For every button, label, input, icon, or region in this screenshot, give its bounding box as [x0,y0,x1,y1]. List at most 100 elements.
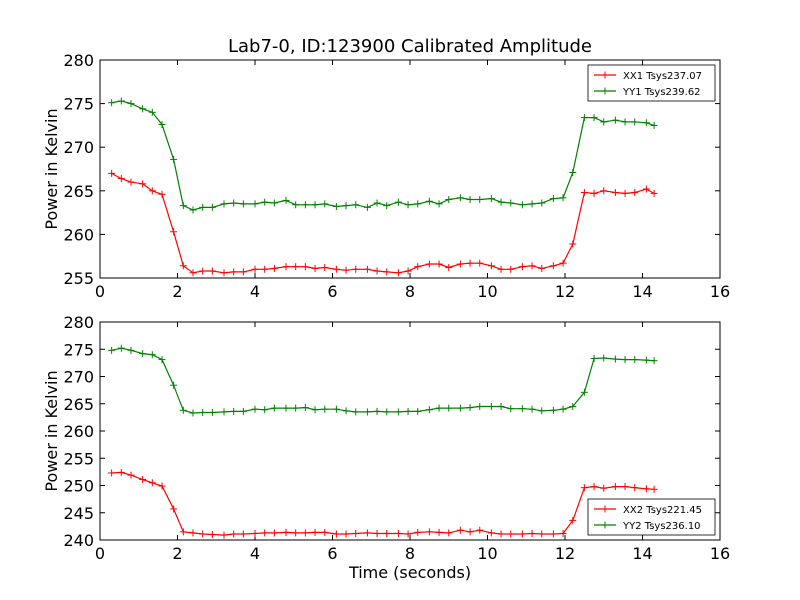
data-point [108,469,116,477]
legend: XX1 Tsys237.07 YY1 Tsys239.62 [587,64,716,102]
data-point [559,405,567,413]
data-point [199,530,207,538]
data-point [507,199,515,207]
y-tick-label: 270 [63,368,94,387]
data-point [321,405,329,413]
data-point [650,189,658,197]
data-point [538,199,546,207]
data-point [261,265,269,273]
data-point [569,240,577,248]
data-point [148,187,156,195]
data-point [590,114,598,122]
data-point [342,202,350,210]
data-point [600,354,608,362]
data-point [170,155,178,163]
data-point [383,408,391,416]
legend-box [587,64,716,102]
data-point [332,265,340,273]
data-point [456,526,464,534]
data-point [158,121,166,129]
data-point [445,196,453,204]
data-point [158,482,166,490]
data-point [363,265,371,273]
data-point [538,407,546,415]
data-point [631,356,639,364]
data-point [466,528,474,536]
legend-label: YY2 Tsys236.10 [622,521,701,532]
data-point [373,267,381,275]
data-point [332,530,340,538]
data-point [497,198,505,206]
data-point [117,344,125,352]
data-point [282,263,290,271]
data-point [189,206,197,214]
data-point [301,529,309,537]
data-point [569,168,577,176]
data-point [435,260,443,268]
y-tick-label: 275 [63,95,94,114]
x-tick-label: 10 [477,282,497,301]
data-point [179,528,187,536]
data-point [435,404,443,412]
data-point [208,203,216,211]
data-point [394,198,402,206]
data-point [549,262,557,270]
data-point [487,195,495,203]
x-tick-label: 14 [632,282,652,301]
data-point [208,531,216,539]
data-point [139,350,147,358]
data-point [435,200,443,208]
y-tick-label: 270 [63,138,94,157]
data-point [600,118,608,126]
data-point [199,408,207,416]
data-point [611,116,619,124]
data-point [170,381,178,389]
data-point [117,175,125,183]
data-point [425,406,433,414]
data-point [538,264,546,272]
data-point [590,483,598,491]
data-point [404,267,412,275]
data-point [230,199,238,207]
x-tick-label: 8 [405,544,415,563]
data-point [189,529,197,537]
data-point [321,264,329,272]
data-point [414,528,422,536]
data-point [580,114,588,122]
y-tick-label: 240 [63,531,94,550]
data-point [199,267,207,275]
data-point [230,268,238,276]
data-point [148,479,156,487]
y-tick-label: 255 [63,449,94,468]
data-point [518,530,526,538]
data-point [127,100,135,108]
data-point [352,201,360,209]
data-point [642,185,650,193]
y-tick-label: 255 [63,269,94,288]
data-point [220,408,228,416]
data-point [600,484,608,492]
data-point [394,529,402,537]
data-point [189,269,197,277]
x-tick-label: 2 [172,544,182,563]
data-point [148,351,156,359]
data-point [642,119,650,127]
data-point [621,356,629,364]
data-point [611,189,619,197]
data-point [373,199,381,207]
data-point [239,268,247,276]
data-point [445,529,453,537]
data-point [435,528,443,536]
data-point [621,483,629,491]
data-point [363,203,371,211]
data-point [301,263,309,271]
data-point [108,99,116,107]
data-point [251,405,259,413]
data-point [311,406,319,414]
data-point [466,259,474,267]
data-point [559,529,567,537]
data-point [108,169,116,177]
x-tick-label: 10 [477,544,497,563]
data-point [590,189,598,197]
data-point [321,200,329,208]
